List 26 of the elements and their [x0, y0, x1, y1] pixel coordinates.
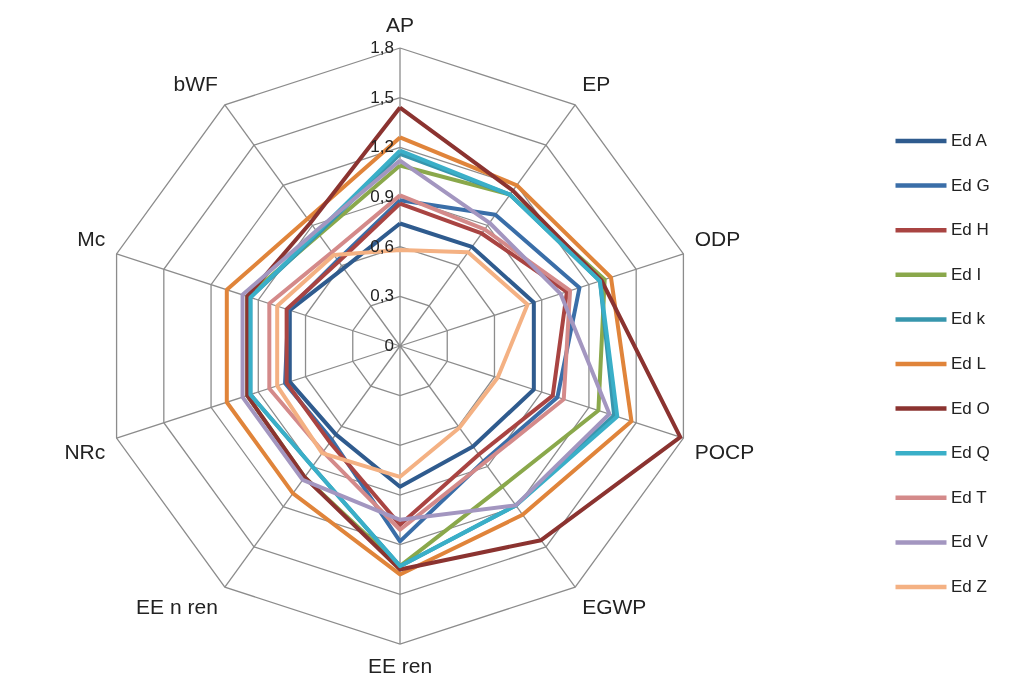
legend-label: Ed H	[951, 220, 989, 240]
spoke-label: ODP	[694, 227, 741, 251]
spoke-label: EE ren	[367, 653, 433, 677]
legend-label: Ed Z	[951, 577, 987, 596]
spoke-label: bWF	[173, 72, 218, 96]
legend-label: Ed k	[951, 309, 986, 329]
spoke-label: AP	[385, 13, 415, 37]
y-tick-label: 0,9	[370, 187, 394, 206]
legend-label: Ed V	[951, 532, 989, 552]
spoke-label: NRc	[64, 439, 106, 463]
y-tick-label: 1,5	[370, 87, 394, 107]
legend-label: Ed G	[951, 175, 990, 195]
spoke-label: EP	[582, 72, 611, 96]
legend-label: Ed Q	[951, 443, 990, 463]
legend-label: Ed A	[951, 131, 988, 150]
legend-label: Ed I	[951, 264, 982, 284]
spoke-label: EE n ren	[136, 594, 218, 618]
legend-label: Ed L	[951, 354, 986, 373]
legend-label: Ed O	[951, 398, 990, 418]
y-tick-label: 0	[384, 336, 394, 355]
spoke-label: Mc	[77, 227, 106, 251]
y-tick-label: 0,3	[370, 286, 394, 306]
spoke-label: POCP	[694, 439, 755, 463]
y-tick-label: 1,8	[370, 38, 394, 57]
legend-label: Ed T	[951, 487, 987, 507]
spoke-label: EGWP	[582, 594, 647, 618]
